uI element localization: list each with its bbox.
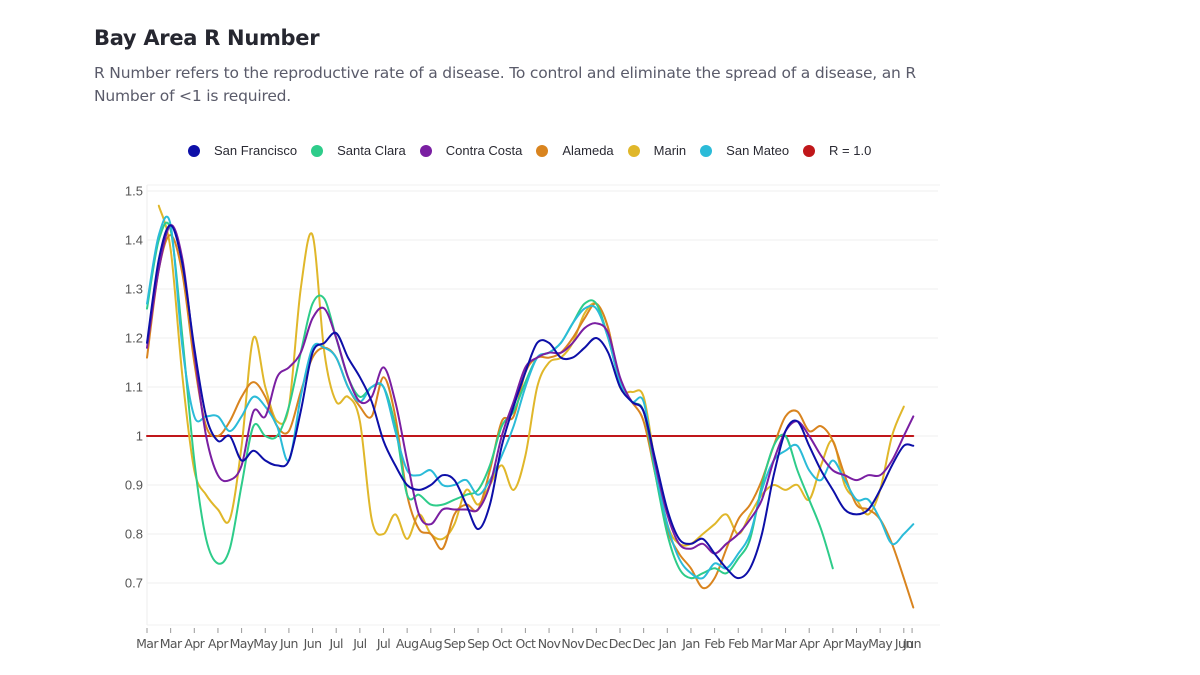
legend-item-san-mateo[interactable]: San Mateo <box>700 143 789 158</box>
legend-marker-icon <box>627 144 640 157</box>
x-tick-label: Dec <box>632 636 655 651</box>
legend-label: Alameda <box>562 143 614 158</box>
x-tick-label: Mar <box>775 636 798 651</box>
legend-item-alameda[interactable]: Alameda <box>536 143 614 158</box>
x-tick-label: Feb <box>704 636 725 651</box>
y-tick-label: 0.8 <box>125 527 143 542</box>
legend-label: R = 1.0 <box>829 143 872 158</box>
x-axis: Mar Mar Apr Apr May May Jun Jun Jul Jul Jul Aug Aug S… <box>136 628 922 651</box>
x-tick-label: Dec <box>585 636 608 651</box>
x-tick-label: Apr <box>823 636 844 651</box>
x-tick-label: Jun <box>902 636 921 651</box>
legend-label: San Mateo <box>726 143 790 158</box>
series-line-marin[interactable] <box>157 204 905 547</box>
x-tick-label: Oct <box>515 636 536 651</box>
y-tick-label: 1.1 <box>125 380 143 395</box>
y-tick-label: 1.2 <box>125 331 143 346</box>
x-tick-label: Jul <box>352 636 366 651</box>
legend-label: Santa Clara <box>337 143 406 158</box>
legend-item-contra-costa[interactable]: Contra Costa <box>419 143 523 158</box>
series-line-san-mateo[interactable] <box>146 215 915 580</box>
y-tick-label: 0.7 <box>125 576 143 591</box>
legend-marker-icon <box>700 144 713 157</box>
y-tick-label: 1.4 <box>125 233 143 248</box>
x-tick-label: Dec <box>609 636 632 651</box>
x-tick-label: May <box>230 636 255 651</box>
series-line-san-francisco[interactable] <box>146 224 915 580</box>
x-tick-label: Mar <box>160 636 183 651</box>
x-tick-label: Jun <box>279 636 298 651</box>
x-tick-label: Jun <box>894 636 913 651</box>
series-lines <box>146 204 915 609</box>
legend-marker-icon <box>536 144 549 157</box>
x-tick-label: Feb <box>728 636 749 651</box>
x-tick-label: Sep <box>467 636 489 651</box>
series-line-santa-clara[interactable] <box>146 221 834 580</box>
x-tick-label: Jul <box>376 636 390 651</box>
legend-marker-icon <box>803 144 816 157</box>
x-tick-label: Nov <box>538 636 562 651</box>
x-tick-label: Sep <box>444 636 466 651</box>
x-tick-label: Mar <box>751 636 774 651</box>
x-tick-label: Mar <box>136 636 159 651</box>
x-tick-label: Jan <box>658 636 676 651</box>
legend-item-santa-clara[interactable]: Santa Clara <box>311 143 406 158</box>
legend-label: Marin <box>653 143 687 158</box>
x-tick-label: Jul <box>329 636 343 651</box>
x-tick-label: Apr <box>208 636 229 651</box>
x-tick-label: Apr <box>184 636 205 651</box>
x-tick-label: Aug <box>419 636 442 651</box>
page-title: Bay Area R Number <box>94 26 320 50</box>
y-axis: 1.5 1.4 1.3 1.2 1.1 1 0.9 0.8 0.7 <box>125 184 143 591</box>
x-tick-label: Oct <box>492 636 513 651</box>
legend-label: Contra Costa <box>445 143 523 158</box>
legend-marker-icon <box>419 144 432 157</box>
x-tick-label: May <box>253 636 278 651</box>
legend-label: San Francisco <box>214 143 298 158</box>
x-tick-label: Nov <box>561 636 585 651</box>
y-tick-label: 0.9 <box>125 478 143 493</box>
legend-item-r-1-0[interactable]: R = 1.0 <box>803 143 871 158</box>
legend-item-marin[interactable]: Marin <box>627 143 687 158</box>
x-tick-label: May <box>868 636 893 651</box>
page-subtitle: R Number refers to the reproductive rate… <box>94 64 916 105</box>
x-tick-label: Jan <box>681 636 699 651</box>
y-tick-label: 1.3 <box>125 282 143 297</box>
legend-marker-icon <box>188 144 200 157</box>
x-tick-label: Aug <box>396 636 419 651</box>
y-tick-label: 1 <box>136 429 143 444</box>
legend-item-san-francisco[interactable]: San Francisco <box>188 143 297 158</box>
x-tick-label: May <box>844 636 869 651</box>
x-tick-label: Jun <box>303 636 322 651</box>
grid-lines <box>146 184 940 626</box>
legend-marker-icon <box>311 144 324 157</box>
x-tick-label: Apr <box>799 636 820 651</box>
chart-legend: San Francisco Santa Clara Contra Costa Alam… <box>188 143 885 158</box>
y-tick-label: 1.5 <box>125 184 143 199</box>
